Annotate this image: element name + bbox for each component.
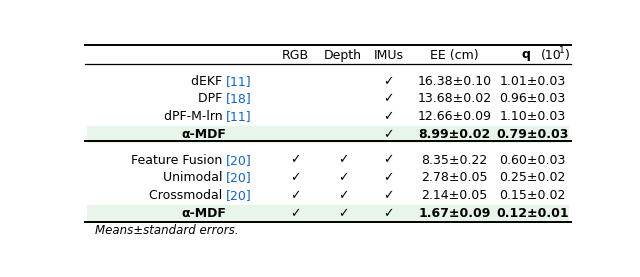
- Text: ✓: ✓: [383, 128, 394, 141]
- Text: 16.38±0.10: 16.38±0.10: [417, 75, 492, 88]
- Text: (10: (10: [541, 49, 562, 62]
- Text: ✓: ✓: [338, 171, 348, 184]
- Text: $\mathbf{q}$: $\mathbf{q}$: [522, 49, 531, 63]
- FancyBboxPatch shape: [88, 126, 568, 143]
- Text: α-MDF: α-MDF: [182, 128, 227, 141]
- Text: ✓: ✓: [338, 154, 348, 167]
- Text: ✓: ✓: [383, 154, 394, 167]
- Text: 0.15±0.02: 0.15±0.02: [499, 189, 566, 202]
- Text: Means±standard errors.: Means±standard errors.: [95, 224, 238, 237]
- Text: ✓: ✓: [383, 110, 394, 123]
- Text: 13.68±0.02: 13.68±0.02: [417, 93, 492, 106]
- Text: [18]: [18]: [227, 93, 252, 106]
- Text: ✓: ✓: [383, 75, 394, 88]
- Text: ✓: ✓: [338, 189, 348, 202]
- Text: ✓: ✓: [291, 171, 301, 184]
- Text: IMUs: IMUs: [374, 49, 403, 62]
- Text: [11]: [11]: [227, 75, 252, 88]
- Text: α-MDF: α-MDF: [182, 207, 227, 220]
- Text: Depth: Depth: [324, 49, 362, 62]
- Text: ✓: ✓: [291, 154, 301, 167]
- Text: 2.78±0.05: 2.78±0.05: [421, 171, 488, 184]
- Text: 8.35±0.22: 8.35±0.22: [421, 154, 488, 167]
- Text: 0.79±0.03: 0.79±0.03: [496, 128, 568, 141]
- Text: dEKF: dEKF: [191, 75, 227, 88]
- Text: ✓: ✓: [383, 93, 394, 106]
- Text: 1.10±0.03: 1.10±0.03: [499, 110, 566, 123]
- Text: 1.01±0.03: 1.01±0.03: [499, 75, 566, 88]
- Text: EE (cm): EE (cm): [430, 49, 479, 62]
- Text: 0.12±0.01: 0.12±0.01: [496, 207, 569, 220]
- Text: ✓: ✓: [338, 207, 348, 220]
- Text: ✓: ✓: [291, 189, 301, 202]
- Text: [11]: [11]: [227, 110, 252, 123]
- Text: Feature Fusion: Feature Fusion: [131, 154, 227, 167]
- Text: 0.25±0.02: 0.25±0.02: [499, 171, 566, 184]
- FancyBboxPatch shape: [88, 205, 568, 222]
- Text: 0.60±0.03: 0.60±0.03: [499, 154, 566, 167]
- Text: [20]: [20]: [227, 171, 252, 184]
- Text: dPF-M-lrn: dPF-M-lrn: [164, 110, 227, 123]
- Text: [20]: [20]: [227, 154, 252, 167]
- Text: 0.96±0.03: 0.96±0.03: [499, 93, 566, 106]
- Text: 2.14±0.05: 2.14±0.05: [421, 189, 488, 202]
- Text: ✓: ✓: [383, 171, 394, 184]
- Text: ✓: ✓: [383, 207, 394, 220]
- Text: ✓: ✓: [291, 207, 301, 220]
- Text: 8.99±0.02: 8.99±0.02: [419, 128, 491, 141]
- Text: DPF: DPF: [198, 93, 227, 106]
- Text: [20]: [20]: [227, 189, 252, 202]
- Text: Crossmodal: Crossmodal: [149, 189, 227, 202]
- Text: 12.66±0.09: 12.66±0.09: [417, 110, 492, 123]
- Text: ✓: ✓: [383, 189, 394, 202]
- Text: 1.67±0.09: 1.67±0.09: [419, 207, 491, 220]
- Text: ): ): [564, 49, 570, 62]
- Text: Unimodal: Unimodal: [163, 171, 227, 184]
- Text: 1: 1: [559, 47, 564, 55]
- Text: RGB: RGB: [282, 49, 309, 62]
